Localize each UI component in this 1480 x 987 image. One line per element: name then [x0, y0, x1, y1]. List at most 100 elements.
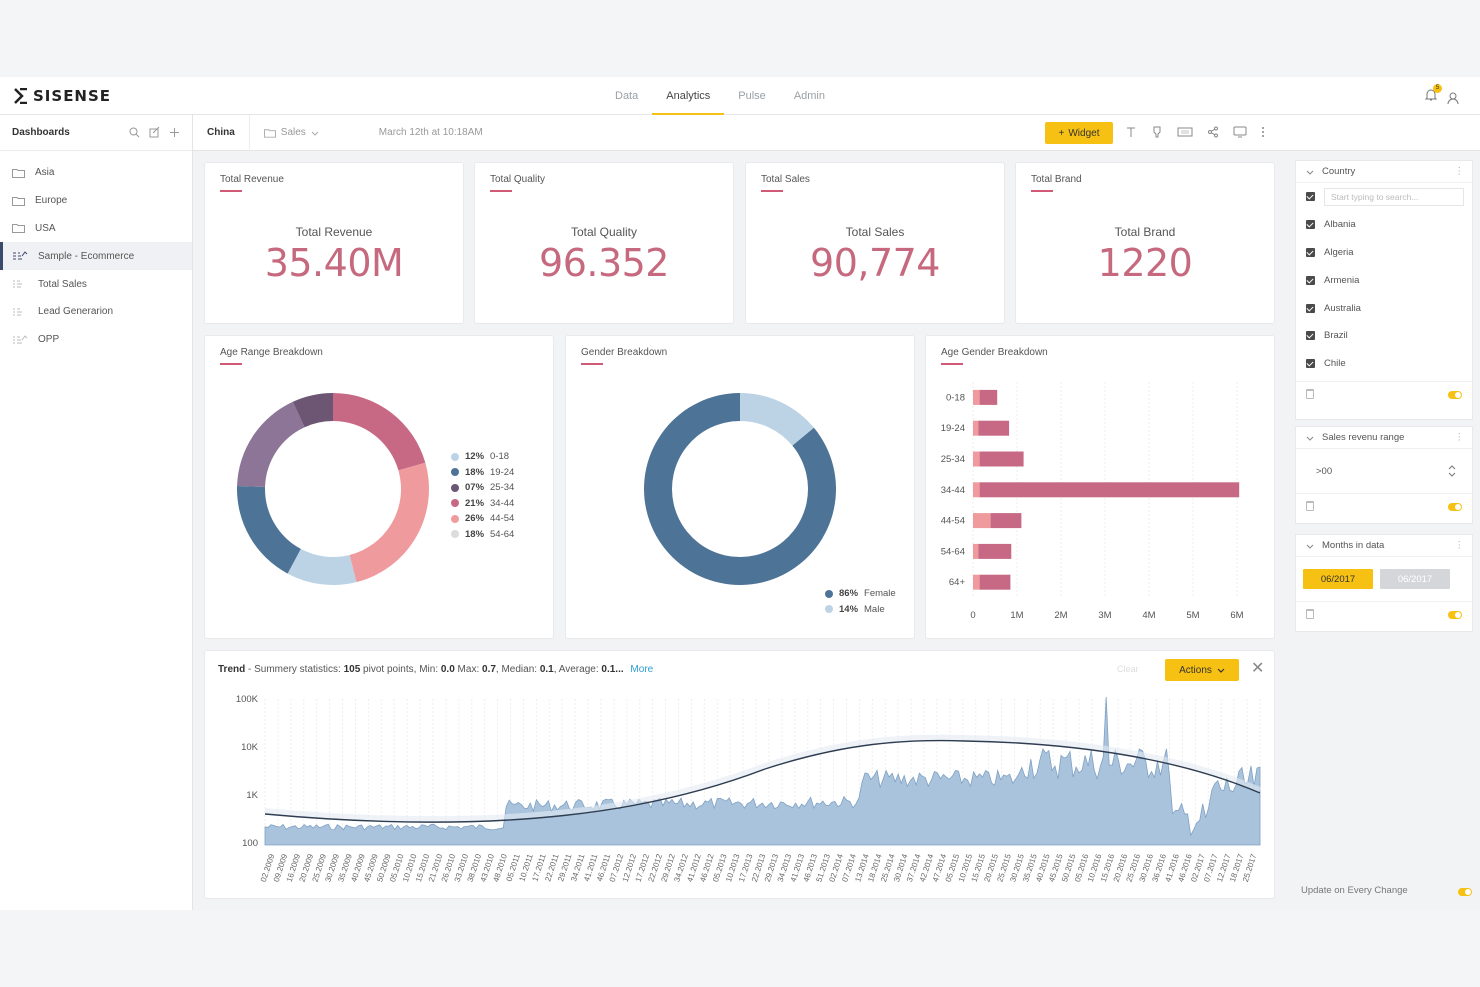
x-tick-label: 0 — [970, 610, 975, 621]
tab-analytics[interactable]: Analytics — [652, 77, 725, 115]
donut-slice-54-64 — [237, 401, 305, 487]
age-range-donut — [237, 393, 429, 585]
card-title: Total Quality — [490, 174, 546, 192]
legend-swatch — [451, 452, 459, 461]
more-icon[interactable]: ⋮ — [1454, 166, 1465, 177]
country-option[interactable]: Brazil — [1296, 322, 1472, 350]
breadcrumb[interactable]: China — [193, 114, 250, 151]
country-option[interactable]: Albania — [1296, 211, 1472, 239]
legend-swatch — [451, 514, 459, 523]
more-icon[interactable]: ⋮ — [1454, 540, 1465, 551]
filter-header[interactable]: Sales revenu range ⋮ — [1296, 427, 1472, 449]
kpi-card-total-brand[interactable]: Total Brand Total Brand 1220 — [1016, 163, 1274, 323]
trend-area-chart: 100K10K1K10002.200909.200916.200920.2009… — [236, 694, 1262, 883]
checkbox[interactable] — [1306, 275, 1315, 285]
checkbox[interactable] — [1306, 331, 1315, 341]
legend-item: 12% 0-18 — [451, 449, 514, 465]
donut-slice-19-24 — [237, 486, 301, 574]
kpi-card-total-sales[interactable]: Total Sales Total Sales 90,774 — [746, 163, 1004, 323]
age-gender-card[interactable]: Age Gender Breakdown 0 1M 2M 3M 4M 5M 6M 0-18 19… — [926, 336, 1274, 638]
kpi-label: Total Brand — [1114, 225, 1176, 239]
more-icon[interactable]: ⋮ — [1454, 432, 1465, 443]
legend-swatch — [825, 589, 833, 598]
sidebar-item-label: Sample - Ecommerce — [38, 250, 135, 262]
gender-donut — [644, 393, 836, 585]
legend-item: 86% Female — [825, 586, 896, 602]
month-to-button[interactable]: 06/2017 — [1380, 569, 1450, 589]
trash-icon[interactable] — [1306, 501, 1314, 511]
sidebar-item-europe[interactable]: Europe — [0, 187, 192, 215]
country-option[interactable]: Chile — [1296, 350, 1472, 378]
country-option[interactable]: Algeria — [1296, 239, 1472, 267]
actions-button[interactable]: Actions — [1165, 659, 1239, 681]
trash-icon[interactable] — [1306, 609, 1314, 619]
legend-pct: 18% — [465, 466, 485, 478]
clear-button[interactable]: Clear — [1117, 664, 1139, 674]
legend-swatch — [825, 605, 833, 614]
kpi-label: Total Revenue — [295, 225, 373, 239]
checkbox[interactable] — [1306, 359, 1315, 369]
legend-item: 18% 19-24 — [451, 465, 514, 481]
user-icon[interactable] — [1446, 91, 1460, 105]
filter-toggle[interactable] — [1448, 503, 1462, 511]
filter-toggle[interactable] — [1448, 611, 1462, 619]
sidebar-item-sample-ecommerce[interactable]: Sample - Ecommerce — [0, 242, 192, 271]
pdf-icon[interactable] — [1177, 126, 1193, 138]
donut-slice-44-54 — [349, 462, 429, 583]
country-label: Chile — [1324, 358, 1346, 370]
share-icon[interactable] — [1207, 126, 1219, 138]
checkbox[interactable] — [1306, 247, 1315, 257]
more-icon[interactable] — [1261, 126, 1265, 138]
country-option[interactable]: Australia — [1296, 294, 1472, 322]
donut-slice-male — [740, 393, 814, 446]
bar-0-18 — [973, 389, 980, 405]
tab-pulse[interactable]: Pulse — [738, 90, 766, 102]
tab-data[interactable]: Data — [615, 90, 639, 102]
age-range-card[interactable]: Age Range Breakdown 12% 0-18 18% 19-24 07%… — [205, 336, 553, 638]
sidebar-item-usa[interactable]: USA — [0, 215, 192, 243]
edit-icon[interactable] — [149, 127, 160, 138]
tab-admin[interactable]: Admin — [793, 90, 825, 102]
stepper-icon[interactable] — [1448, 465, 1456, 477]
sidebar-item-lead-generation[interactable]: Lead Generarion — [0, 298, 192, 326]
select-all-checkbox[interactable] — [1306, 192, 1315, 202]
country-search-input[interactable]: Start typing to search... — [1324, 187, 1464, 206]
country-label: Algeria — [1324, 246, 1354, 258]
country-option[interactable]: Armenia — [1296, 266, 1472, 294]
card-title: Total Brand — [1031, 174, 1082, 192]
checkbox[interactable] — [1306, 220, 1315, 230]
sidebar-item-total-sales[interactable]: Total Sales — [0, 270, 192, 298]
range-value: >00 — [1316, 465, 1333, 477]
dashboards-sidebar: Dashboards Asia Europe USA Sample - Ecom… — [0, 115, 193, 910]
range-input[interactable]: >00 — [1296, 449, 1472, 493]
folder-selector[interactable]: Sales — [250, 127, 319, 138]
logo[interactable]: SISENSE — [14, 87, 111, 105]
filter-footer — [1296, 380, 1472, 407]
kpi-card-total-revenue[interactable]: Total Revenue Total Revenue 35.40M — [205, 163, 463, 323]
more-link[interactable]: More — [630, 664, 654, 675]
gender-card[interactable]: Gender Breakdown 86% Female 14% Male — [566, 336, 914, 638]
filter-header[interactable]: Country ⋮ — [1296, 161, 1472, 183]
sidebar-item-asia[interactable]: Asia — [0, 159, 192, 187]
filter-toggle[interactable] — [1448, 390, 1462, 399]
legend-item: 21% 34-44 — [451, 496, 514, 512]
legend-label: Female — [864, 588, 896, 600]
close-icon[interactable]: ✕ — [1251, 660, 1265, 677]
search-icon[interactable] — [129, 127, 140, 138]
add-widget-button[interactable]: + Widget — [1045, 122, 1113, 144]
sidebar-title: Dashboards — [12, 127, 70, 138]
checkbox[interactable] — [1306, 303, 1315, 313]
filter-icon[interactable] — [1151, 126, 1163, 138]
trend-card[interactable]: Trend - Summery statistics: 105 pivot po… — [205, 651, 1274, 898]
add-icon[interactable] — [169, 127, 180, 138]
month-from-button[interactable]: 06/2017 — [1303, 569, 1373, 589]
update-on-change-toggle[interactable] — [1458, 888, 1472, 896]
kpi-card-total-quality[interactable]: Total Quality Total Quality 96.352 — [475, 163, 733, 323]
trash-icon[interactable] — [1306, 388, 1314, 399]
present-icon[interactable] — [1233, 126, 1247, 138]
filter-header[interactable]: Months in data ⋮ — [1296, 535, 1472, 557]
text-icon[interactable] — [1125, 126, 1137, 138]
legend-label: 54-64 — [490, 528, 515, 540]
sidebar-item-opp[interactable]: OPP — [0, 326, 192, 354]
notifications-button[interactable]: 5 — [1424, 84, 1442, 107]
